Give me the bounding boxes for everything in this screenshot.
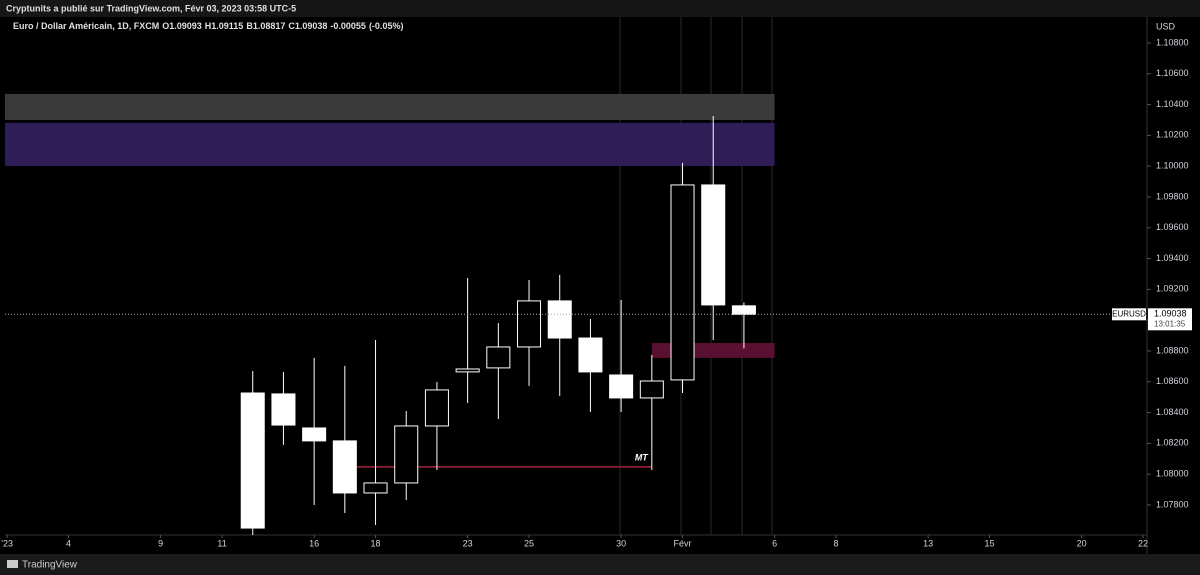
candle-body <box>271 393 296 426</box>
symbol-tag <box>1112 308 1146 321</box>
countdown: 13:01:35 <box>1154 319 1186 328</box>
candle-body <box>302 427 327 442</box>
candle-body <box>609 374 634 399</box>
currency: USD <box>1156 21 1176 31</box>
x-tick-label: 15 <box>985 538 995 548</box>
x-tick-label: '23 <box>1 538 13 548</box>
ohlc-label: O <box>162 21 169 31</box>
x-tick-label: 22 <box>1138 538 1148 548</box>
x-tick-label: 20 <box>1077 538 1087 548</box>
zone <box>5 93 775 120</box>
x-tick-label: 9 <box>158 538 163 548</box>
y-tick-label: 1.10400 <box>1156 99 1189 109</box>
change: -0.00055 <box>330 21 366 31</box>
y-tick-label: 1.10600 <box>1156 68 1189 78</box>
candle-body <box>731 305 756 315</box>
price-tag <box>1148 308 1192 331</box>
y-tick-label: 1.09400 <box>1156 253 1189 263</box>
y-tick-label: 1.08000 <box>1156 469 1189 479</box>
legend: Euro / Dollar Américain, 1D, FXCM O1.0909… <box>13 21 403 31</box>
ohlc-label: B <box>246 21 253 31</box>
candle-body <box>424 389 449 427</box>
change-percent: (-0.05%) <box>369 21 404 31</box>
candle-body <box>394 425 419 484</box>
candle-body <box>486 346 511 369</box>
candle-body <box>670 184 695 381</box>
x-tick-label: 11 <box>217 538 226 548</box>
ohlc-value: 1.09115 <box>211 21 243 31</box>
y-tick-label: 1.09200 <box>1156 284 1189 294</box>
brand: TradingView <box>22 560 78 571</box>
symbol: Euro / Dollar Américain, 1D, FXCM <box>13 21 159 31</box>
x-tick-label: 6 <box>772 538 777 548</box>
publish-info: Cryptunits a publié sur TradingView.com,… <box>6 3 296 13</box>
candle-body <box>701 184 726 306</box>
x-tick-label: 8 <box>834 538 839 548</box>
ohlc-value: 1.08817 <box>253 21 286 31</box>
level-label: MT <box>635 452 649 462</box>
zone <box>651 342 775 358</box>
x-tick-label: 4 <box>66 538 71 548</box>
x-tick-label: Févr <box>674 538 692 548</box>
x-tick-label: 16 <box>309 538 319 548</box>
ohlc-label: H <box>205 21 212 31</box>
y-tick-label: 1.08200 <box>1156 438 1189 448</box>
candle-body <box>578 337 603 373</box>
y-tick-label: 1.08400 <box>1156 407 1189 417</box>
y-tick-label: 1.10800 <box>1156 37 1189 47</box>
candle-body <box>517 300 542 348</box>
x-tick-label: 13 <box>923 538 933 548</box>
candle-body <box>240 392 265 529</box>
candle-body <box>639 380 664 399</box>
top-bar <box>0 0 1200 17</box>
y-tick-label: 1.09800 <box>1156 191 1189 201</box>
y-tick-label: 1.08600 <box>1156 376 1189 386</box>
x-tick-label: 18 <box>371 538 381 548</box>
x-tick-label: 23 <box>463 538 473 548</box>
candle-body <box>363 482 388 494</box>
plot-area: MT <box>5 93 775 535</box>
y-tick-label: 1.07800 <box>1156 499 1189 509</box>
last-price-label: 1.09038 <box>1154 309 1187 319</box>
ohlc-label: C <box>288 21 295 31</box>
brand-logo <box>7 560 18 568</box>
y-tick-label: 1.09600 <box>1156 222 1189 232</box>
ohlc-value: 1.09038 <box>295 21 328 31</box>
ohlc-value: 1.09093 <box>169 21 202 31</box>
y-tick-label: 1.10000 <box>1156 161 1189 171</box>
symbol-label: EURUSD <box>1112 309 1146 318</box>
candle-body <box>455 368 480 373</box>
y-tick-label: 1.10200 <box>1156 130 1189 140</box>
x-tick-label: 30 <box>616 538 626 548</box>
y-tick-label: 1.08800 <box>1156 345 1189 355</box>
candle-body <box>547 300 572 339</box>
candle-body <box>332 440 357 494</box>
x-tick-label: 25 <box>524 538 534 548</box>
footer-bar <box>0 554 1200 575</box>
zone <box>5 122 775 166</box>
